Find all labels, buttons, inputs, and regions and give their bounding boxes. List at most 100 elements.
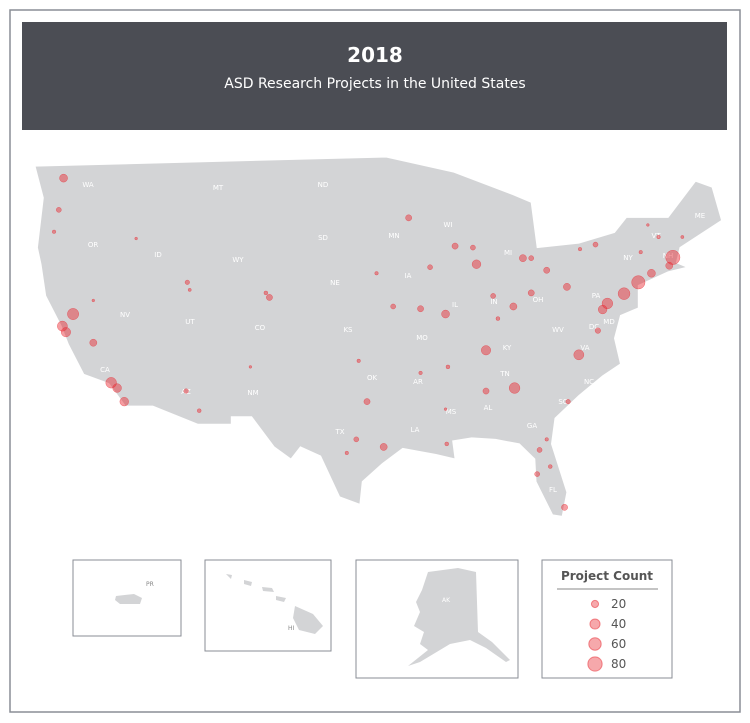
project-dot	[561, 503, 568, 511]
project-dot	[427, 264, 433, 271]
state-label: AL	[484, 404, 493, 412]
project-dot	[656, 234, 661, 240]
legend-title: Project Count	[561, 569, 653, 583]
legend-dot	[590, 599, 600, 609]
hi-shape	[226, 574, 323, 634]
state-label: MD	[603, 318, 614, 326]
state-label: MT	[213, 184, 224, 192]
us-outline	[34, 156, 723, 517]
project-dot	[573, 349, 585, 361]
legend-dot	[588, 637, 602, 651]
project-dot	[509, 302, 518, 311]
project-dot	[680, 235, 685, 239]
state-label: AZ	[181, 388, 191, 396]
project-dot	[418, 370, 423, 375]
state-label: WV	[552, 326, 564, 334]
project-dot	[482, 387, 490, 395]
state-label: CA	[100, 366, 110, 374]
state-label: NM	[247, 389, 258, 397]
project-dot	[527, 289, 535, 297]
project-dot	[534, 471, 540, 477]
state-label: NV	[120, 311, 130, 319]
state-label: DE	[628, 324, 638, 332]
project-dot	[356, 358, 361, 363]
project-dot	[344, 450, 349, 455]
project-dot	[441, 309, 450, 319]
subtitle: ASD Research Projects in the United Stat…	[224, 76, 525, 92]
title-bar	[22, 22, 727, 130]
project-dot	[548, 464, 553, 469]
project-dot	[248, 365, 253, 369]
inset-label: AK	[442, 597, 451, 604]
state-label: MI	[504, 249, 512, 257]
state-label: NC	[584, 378, 594, 386]
legend-dot	[587, 656, 603, 672]
inset-label: PR	[146, 581, 154, 588]
state-label: TX	[334, 428, 344, 436]
project-dot	[89, 338, 98, 347]
project-dot	[266, 294, 273, 301]
state-label: OR	[88, 241, 99, 249]
inset-box	[204, 559, 332, 652]
pr-shape	[115, 594, 142, 604]
state-label: DC	[589, 323, 599, 331]
project-dot	[405, 214, 413, 222]
project-dot	[471, 259, 482, 269]
project-dot	[445, 364, 451, 370]
project-dot	[444, 441, 449, 447]
project-dot	[67, 308, 79, 320]
project-dot	[631, 275, 646, 290]
legend-label: 20	[611, 597, 626, 611]
project-dot	[443, 407, 448, 411]
project-dot	[577, 247, 583, 252]
project-dot	[112, 383, 122, 393]
state-label: NH	[663, 252, 674, 260]
project-dot	[543, 266, 551, 274]
ak-shape	[408, 568, 510, 666]
legend-label: 80	[611, 657, 626, 671]
state-label: NJ	[637, 314, 644, 322]
project-dot	[353, 436, 360, 443]
state-label: NE	[330, 279, 340, 287]
state-label: KS	[343, 326, 353, 334]
project-dot	[594, 327, 601, 334]
project-dot	[390, 303, 396, 310]
project-dot	[57, 320, 68, 332]
state-label: SD	[318, 234, 328, 242]
project-dot	[59, 173, 68, 183]
project-dot	[597, 304, 608, 315]
project-dot	[563, 283, 571, 291]
project-dot	[134, 236, 138, 241]
title: 2018	[347, 43, 403, 67]
project-dot	[363, 398, 371, 405]
legend-label: 40	[611, 617, 626, 631]
state-label: WI	[444, 221, 453, 229]
project-dot	[565, 399, 571, 405]
state-label: OH	[533, 296, 544, 304]
project-dot	[470, 244, 476, 251]
state-label: MN	[388, 232, 399, 240]
project-dot	[544, 437, 549, 442]
state-label: RI	[672, 294, 679, 302]
project-dot	[91, 298, 95, 303]
project-dot	[617, 287, 631, 300]
project-dot	[592, 241, 599, 248]
inset-label: HI	[288, 625, 295, 632]
state-label: ME	[695, 212, 705, 220]
state-label: UT	[185, 318, 195, 326]
state-label: WA	[82, 181, 94, 189]
legend-label: 60	[611, 637, 626, 651]
project-dot	[495, 316, 501, 321]
project-dot	[536, 447, 543, 453]
state-label: MO	[416, 334, 428, 342]
project-dot	[374, 271, 379, 276]
state-label: MS	[446, 408, 457, 416]
state-label: PA	[592, 292, 601, 300]
dots	[52, 173, 685, 511]
state-label: GA	[527, 422, 537, 430]
state-label: ND	[318, 181, 329, 189]
state-label: AR	[413, 378, 423, 386]
state-label: WY	[232, 256, 244, 264]
